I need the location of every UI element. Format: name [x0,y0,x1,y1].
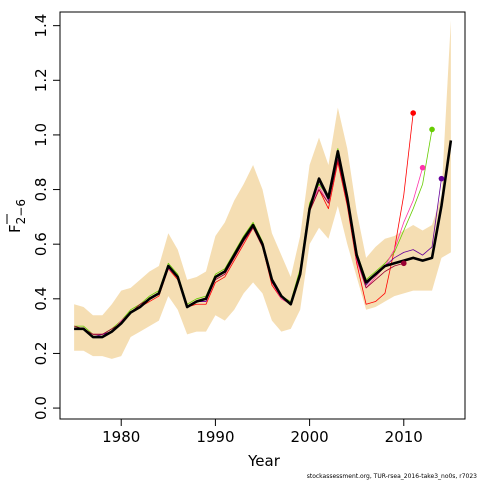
y-tick-label: 0.4 [32,287,50,311]
x-axis: 1980 1990 2000 2010 [102,419,423,446]
series-end-point-3 [438,175,445,182]
series-end-point-0 [410,110,416,116]
x-tick-label: 1980 [102,428,140,446]
y-tick-label: 0.0 [32,396,50,420]
y-tick-label: 1.2 [32,68,50,92]
plot-frame [59,11,466,420]
y-tick-label: 0.8 [32,178,50,202]
confidence-band [74,20,451,359]
series-end-point-2 [419,164,426,171]
y-tick-label: 0.2 [32,342,50,366]
chart-caption: stockassessment.org, TUR-rsea_2016-take3… [307,473,477,480]
y-axis: 0.0 0.2 0.4 0.6 0.8 1.0 1.2 1.4 [32,14,60,420]
series-end-point-1 [429,126,435,133]
x-tick-label: 1990 [196,428,234,446]
y-tick-label: 0.6 [32,232,50,256]
y-tick-label: 1.4 [32,14,50,38]
x-tick-label: 2000 [290,428,328,446]
x-axis-title: Year [247,452,281,470]
y-tick-label: 1.0 [32,123,50,147]
series-end-point-4 [400,260,407,267]
svg-text:F2−6: F2−6 [6,199,28,233]
series-line-main [74,140,453,339]
y-axis-title: F2−6 [6,199,28,233]
y-axis-title-main: F [6,224,24,233]
y-axis-title-sub: 2−6 [14,199,28,224]
x-tick-label: 2010 [385,428,423,446]
series-line-retro-1 [74,129,433,335]
